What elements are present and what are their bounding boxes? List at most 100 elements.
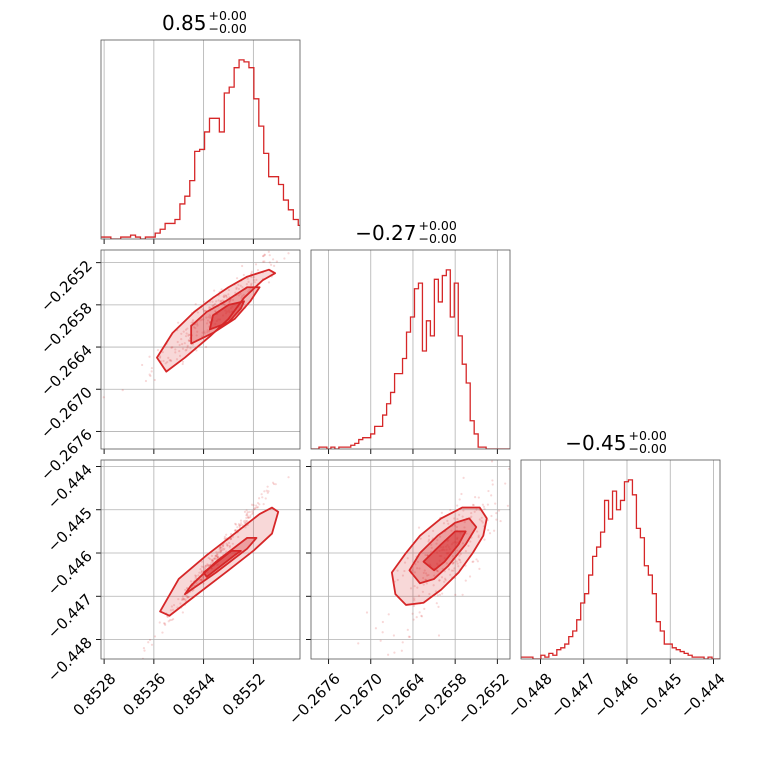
sample-point [260,493,263,496]
histogram-panel-1: −0.27 +0.00−0.00 [310,218,511,454]
sample-point [237,522,241,526]
sample-point [229,533,233,536]
sample-point [514,524,516,526]
sample-point [209,317,212,320]
sample-point [477,496,480,499]
sample-point [273,264,276,267]
sample-point [150,366,154,370]
x-tick-label: 0.8536 [119,670,169,720]
sample-point [203,332,206,335]
sample-point [178,343,181,347]
sample-point [193,326,196,329]
sample-point [494,502,497,505]
sample-point [153,635,157,638]
sample-point [424,578,427,581]
sample-point [468,575,472,578]
sample-point [275,260,279,263]
sample-point [439,535,442,538]
sample-point [406,628,409,631]
panel-background [521,460,720,659]
sample-point [403,561,407,564]
x-tick-label: 0.8552 [219,670,269,720]
panel-content [357,436,539,678]
sample-point [170,359,173,363]
sample-point [249,514,252,517]
sample-point [235,286,238,289]
sample-point [357,642,360,645]
sample-point [227,293,230,296]
sample-point [451,555,455,558]
sample-point [462,476,465,480]
sample-point [200,318,203,321]
sample-point [513,471,515,473]
sample-point [264,497,267,500]
panel-content [141,476,290,659]
sample-point [181,362,184,366]
sample-point [408,635,411,638]
sample-point [188,339,191,342]
sample-point [239,519,243,522]
sample-point [416,560,420,563]
sample-point [250,275,253,279]
sample-point [258,503,261,506]
sample-point [464,550,467,553]
sample-point [268,261,271,264]
sample-point [537,436,539,438]
sample-point [457,558,461,561]
sample-point [250,283,253,287]
sample-point [200,565,203,568]
sample-point [200,570,203,574]
sample-point [214,554,217,557]
sample-point [412,618,415,621]
sample-point [226,544,229,547]
sample-point [424,572,428,575]
sample-point [456,562,459,565]
sample-point [196,330,199,333]
sample-point [228,299,231,303]
sample-point [255,278,258,282]
sample-point [471,503,475,506]
sample-point [266,485,269,488]
panel-content [102,250,290,399]
histogram-step [101,59,300,239]
sample-point [246,514,249,517]
sample-point [219,550,222,553]
sample-point [234,529,237,532]
histogram-panel-0: 0.85 +0.00−0.00 [100,8,301,244]
sample-point [396,578,399,582]
panel-border [100,39,301,240]
sample-point [234,529,237,532]
sample-point [181,598,184,602]
sample-point [490,460,494,463]
title-plus-error: +0.00 [419,218,457,233]
sample-point [181,347,185,350]
sample-point [480,516,483,519]
sample-point [202,318,205,321]
sample-point [458,558,462,562]
sample-point [186,595,189,598]
panel-border [310,459,511,660]
sample-point [245,282,248,286]
sample-point [202,582,205,585]
sample-point [473,496,477,499]
sample-point [212,303,215,307]
sample-point [472,503,475,507]
sample-point [365,611,369,614]
sample-point [461,593,464,596]
sample-point [475,558,478,561]
sample-point [168,618,172,622]
sample-point [216,553,219,557]
sample-point [196,324,199,327]
y-tick-label: −0.448 [44,634,96,686]
sample-point [436,539,439,542]
sample-point [476,560,479,563]
scatter-panel-0-2: 0.8528 0.8536 0.8544 0.8552−0.448−0.447−0.4… [44,459,301,720]
sample-point [440,511,443,514]
sample-point [392,634,396,637]
sample-point [186,344,189,347]
sample-point [256,506,260,509]
sample-point [246,511,250,514]
sample-point [426,676,428,678]
sample-point [436,570,440,573]
